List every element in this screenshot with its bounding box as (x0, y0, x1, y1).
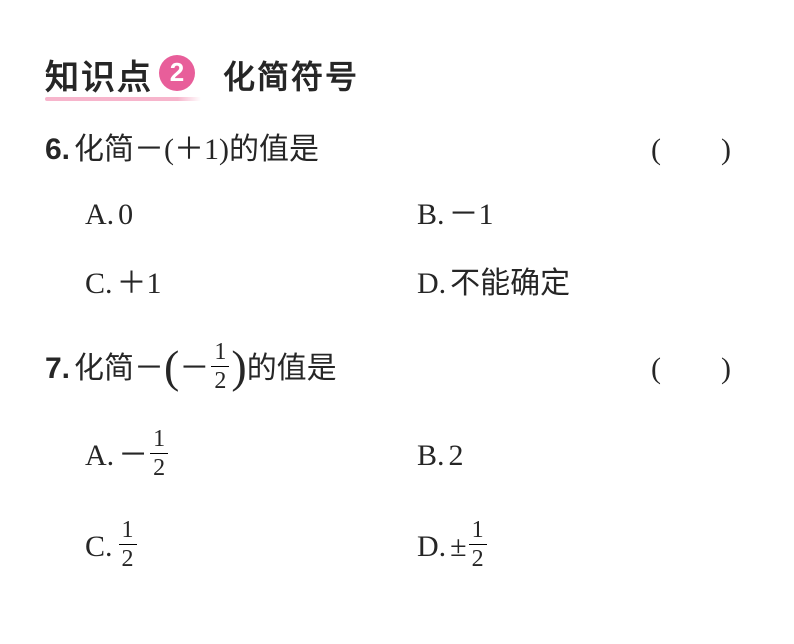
q7-answer-blank: ( ) (651, 346, 731, 391)
q6-text: 化简－(＋1)的值是 (74, 127, 319, 172)
opt-fraction: 1 2 (119, 518, 137, 571)
q7-prefix: 化简 (74, 346, 134, 391)
opt-fraction: 1 2 (150, 427, 168, 480)
q6-stem: 6. 化简－(＋1)的值是 ( ) (45, 127, 749, 172)
knowledge-point-label: 知识点 (45, 50, 153, 99)
q6-suffix: 的值是 (229, 127, 319, 172)
frac-den: 2 (469, 544, 487, 571)
frac-den: 2 (119, 544, 137, 571)
q6-option-c: C. ＋1 (85, 261, 417, 306)
q7-option-a: A. － 1 2 (85, 429, 417, 482)
opt-value: 2 (449, 433, 464, 478)
opt-value: 0 (118, 192, 133, 237)
opt-label: B. (417, 192, 445, 237)
opt-label: A. (85, 433, 114, 478)
pink-underline (45, 97, 201, 101)
section-title: 化简符号 (223, 52, 359, 98)
badge-number-icon: 2 (159, 55, 195, 91)
opt-prefix: ± (450, 524, 466, 569)
opt-value: ＋1 (117, 261, 162, 306)
opt-label: B. (417, 433, 445, 478)
frac-den: 2 (150, 453, 168, 480)
q7-number: 7. (45, 346, 70, 391)
opt-fraction: 1 2 (469, 518, 487, 571)
q6-prefix: 化简 (74, 127, 134, 172)
frac-num: 1 (214, 340, 226, 366)
frac-num: 1 (153, 427, 165, 453)
opt-label: D. (417, 524, 446, 569)
opt-label: C. (85, 261, 113, 306)
frac-num: 1 (472, 518, 484, 544)
q7-minus: － (134, 346, 164, 391)
q7-option-c: C. 1 2 (85, 520, 417, 573)
q6-option-a: A. 0 (85, 192, 417, 237)
frac-num: 1 (122, 518, 134, 544)
opt-prefix: － (118, 433, 148, 478)
q7-stem: 7. 化简－(－12)的值是 ( ) (45, 342, 749, 395)
q7-options: A. － 1 2 B. 2 C. 1 2 D. ± 1 2 (45, 429, 749, 573)
q6-expr: －(＋1) (134, 127, 229, 172)
question-6: 6. 化简－(＋1)的值是 ( ) A. 0 B. －1 C. ＋1 D. 不能… (45, 127, 749, 306)
q6-options: A. 0 B. －1 C. ＋1 D. 不能确定 (45, 192, 749, 306)
opt-value: 不能确定 (450, 261, 570, 306)
opt-label: D. (417, 261, 446, 306)
question-7: 7. 化简－(－12)的值是 ( ) A. － 1 2 B. 2 C. 1 2 … (45, 342, 749, 573)
kp-text: 知识点 (45, 59, 153, 97)
q7-fraction: 12 (211, 340, 229, 393)
q7-option-d: D. ± 1 2 (417, 520, 749, 573)
q7-suffix: 的值是 (247, 346, 337, 391)
q7-text: 化简－(－12)的值是 (74, 342, 337, 395)
q6-option-d: D. 不能确定 (417, 261, 749, 306)
q6-answer-blank: ( ) (651, 127, 731, 172)
opt-label: A. (85, 192, 114, 237)
q7-option-b: B. 2 (417, 429, 749, 482)
opt-value: －1 (449, 192, 494, 237)
q6-number: 6. (45, 127, 70, 172)
q6-option-b: B. －1 (417, 192, 749, 237)
opt-label: C. (85, 524, 113, 569)
section-header: 知识点 2 化简符号 (45, 50, 749, 99)
q7-inner-minus: － (179, 346, 209, 391)
frac-den: 2 (211, 366, 229, 393)
